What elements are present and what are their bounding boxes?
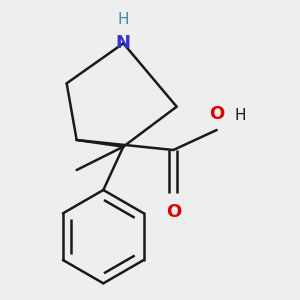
Text: O: O: [166, 203, 181, 221]
Text: O: O: [209, 105, 224, 123]
Text: N: N: [116, 34, 131, 52]
Text: H: H: [234, 108, 246, 123]
Text: H: H: [118, 13, 129, 28]
